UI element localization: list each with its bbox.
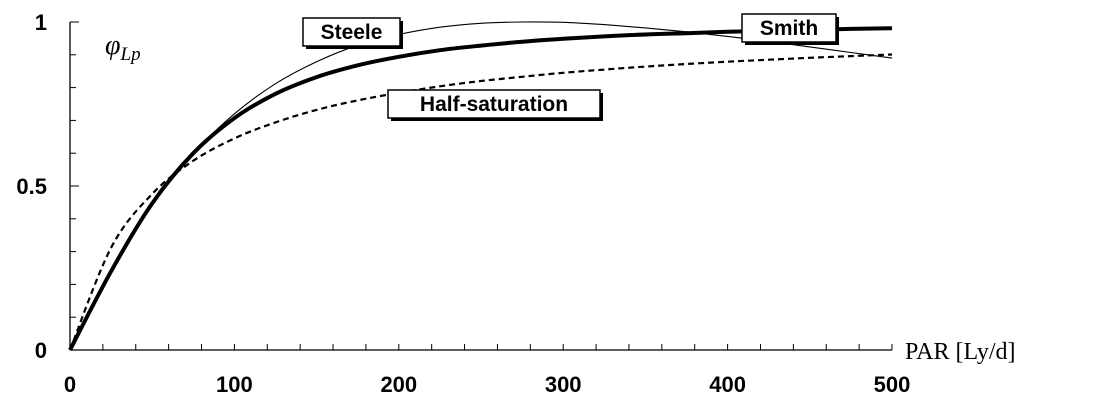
series-line-steele bbox=[69, 21, 893, 351]
series-line-half-saturation bbox=[68, 53, 893, 351]
x-axis-title: PAR [Ly/d] bbox=[905, 339, 1015, 365]
y-axis-title: φLp bbox=[105, 30, 141, 65]
x-ticks: 0 100 200 300 400 500 bbox=[64, 344, 910, 397]
x-tick-label: 400 bbox=[709, 372, 746, 397]
x-tick-label: 200 bbox=[380, 372, 417, 397]
y-tick-label: 0.5 bbox=[16, 174, 47, 199]
label-box bbox=[741, 13, 837, 43]
label-half-saturation: Half-saturation bbox=[387, 89, 603, 121]
label-text: Half-saturation bbox=[420, 93, 568, 116]
label-text: Steele bbox=[321, 21, 383, 44]
y-ticks: 00.51 bbox=[16, 10, 79, 363]
label-text: Smith bbox=[760, 17, 818, 40]
x-tick-label: 500 bbox=[874, 372, 911, 397]
label-steele: Steele bbox=[302, 17, 403, 49]
label-box bbox=[302, 17, 401, 47]
label-box bbox=[387, 89, 601, 119]
y-tick-label: 0 bbox=[35, 338, 47, 363]
x-tick-label: 300 bbox=[545, 372, 582, 397]
axes: 00.51 0 100 200 300 400 500 bbox=[16, 10, 910, 397]
series-labels: Steele Smith Half-saturation bbox=[302, 13, 839, 121]
x-tick-label: 0 bbox=[64, 372, 76, 397]
series-layer bbox=[68, 21, 893, 351]
y-axis-title-main: φ bbox=[105, 30, 121, 61]
series-line-smith bbox=[68, 26, 893, 351]
label-smith: Smith bbox=[741, 13, 839, 45]
y-tick-label: 1 bbox=[35, 10, 47, 35]
y-axis-title-sub: Lp bbox=[120, 44, 141, 65]
x-tick-label: 100 bbox=[216, 372, 253, 397]
